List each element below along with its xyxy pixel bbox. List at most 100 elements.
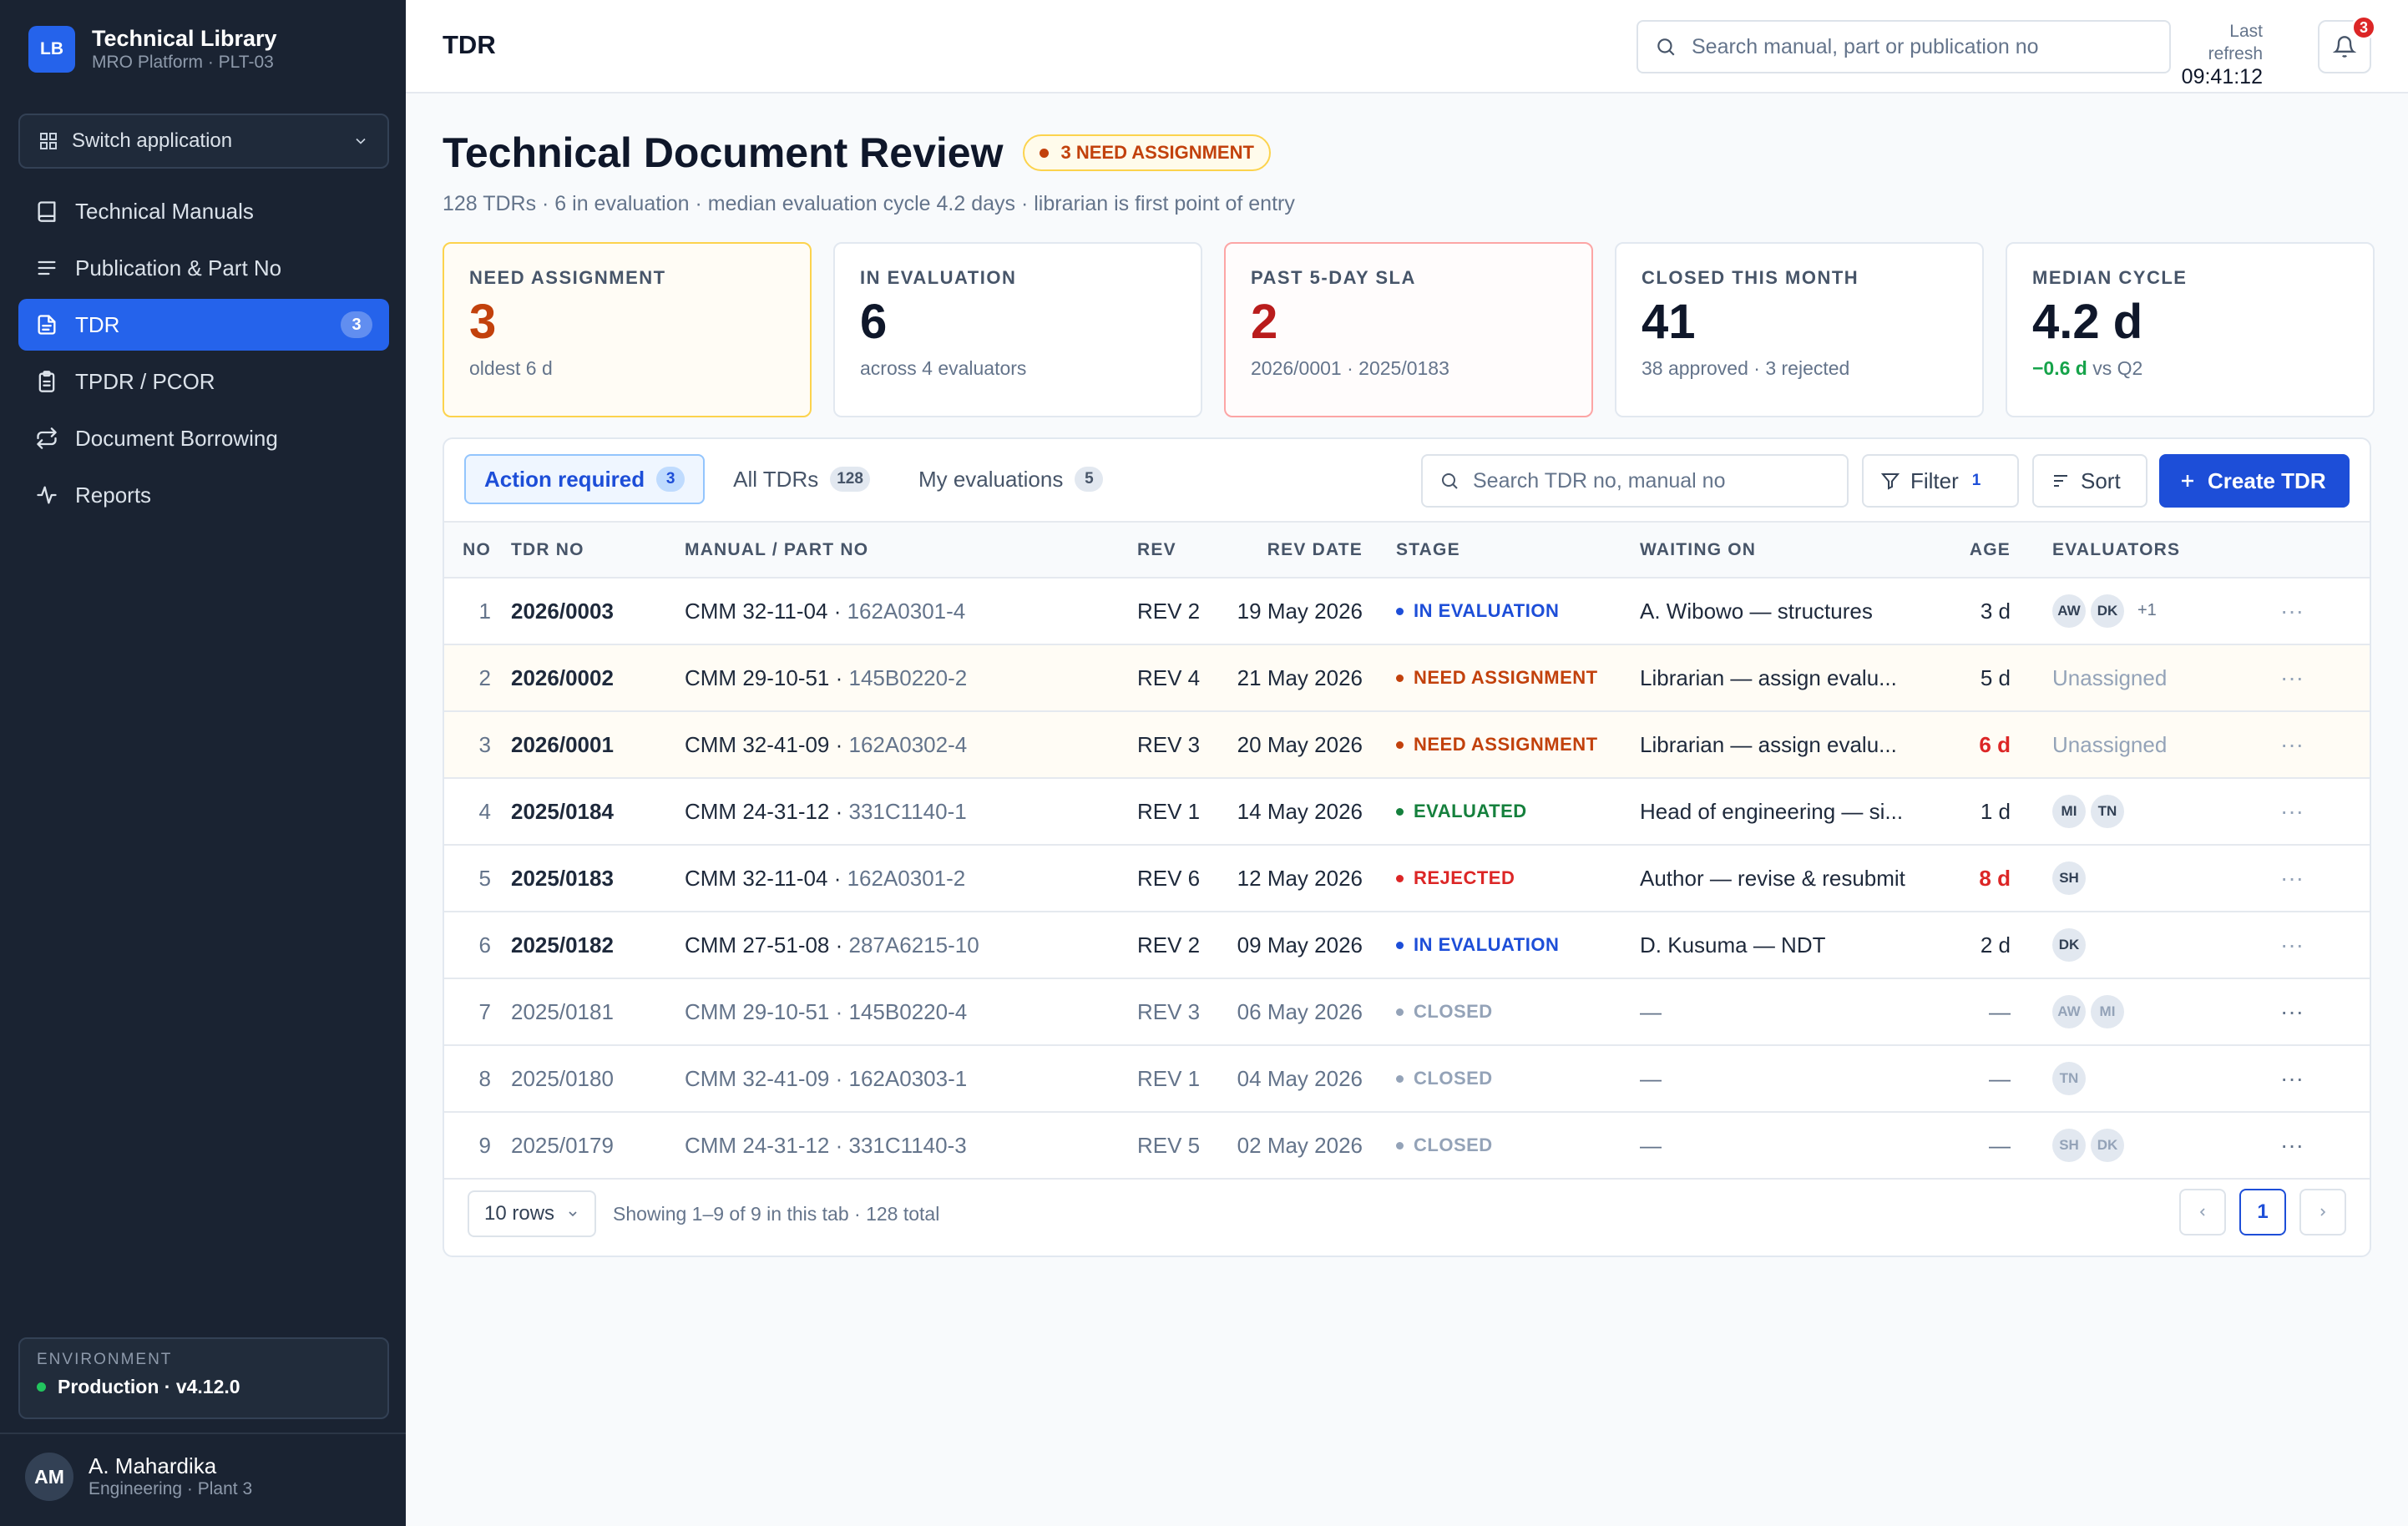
status-dot <box>1396 607 1404 615</box>
manual-number: CMM 32-11-04 <box>685 598 828 624</box>
sidebar-nav: Technical Manuals Publication & Part No TD… <box>18 185 389 526</box>
evaluator-avatar[interactable]: TN <box>2052 1062 2086 1095</box>
waiting-on: Head of engineering — si... <box>1640 798 1904 824</box>
row-actions-button[interactable]: ··· <box>2214 711 2370 778</box>
row-actions-button[interactable]: ··· <box>2214 912 2370 978</box>
evaluators-cell: MI TN <box>2022 778 2214 845</box>
evaluator-avatar[interactable]: MI <box>2052 795 2086 828</box>
sidebar-item-tdr[interactable]: TDR 3 <box>18 299 389 351</box>
sidebar-item-reports[interactable]: Reports <box>18 469 389 521</box>
tdr-number-link[interactable]: 2025/0182 <box>511 932 614 958</box>
sort-button[interactable]: Sort <box>2032 454 2147 508</box>
tdr-number-link[interactable]: 2025/0179 <box>511 1132 614 1158</box>
row-actions-button[interactable]: ··· <box>2214 644 2370 711</box>
tdr-number-link[interactable]: 2026/0003 <box>511 598 614 624</box>
evaluator-avatar[interactable]: DK <box>2091 594 2124 628</box>
evaluator-avatar[interactable]: TN <box>2091 795 2124 828</box>
stage-badge: REJECTED <box>1396 867 1640 889</box>
table-row[interactable]: 5 2025/0183 CMM 32-11-04 · 162A0301-2 REV 6… <box>444 845 2370 912</box>
kpi-card-in-evaluation[interactable]: IN EVALUATION 6 across 4 evaluators <box>833 242 1202 417</box>
table-row[interactable]: 4 2025/0184 CMM 24-31-12 · 331C1140-1 REV 1… <box>444 778 2370 845</box>
row-actions-button[interactable]: ··· <box>2214 845 2370 912</box>
table-search-input[interactable]: Search TDR no, manual no <box>1421 454 1849 508</box>
stage-label: NEED ASSIGNMENT <box>1414 667 1598 688</box>
sidebar-item-document-borrowing[interactable]: Document Borrowing <box>18 412 389 464</box>
row-actions-button[interactable]: ··· <box>2214 1045 2370 1112</box>
tdr-number-link[interactable]: 2026/0001 <box>511 731 614 757</box>
stage-label: EVALUATED <box>1414 801 1527 821</box>
chevron-right-icon <box>2320 1208 2326 1216</box>
swap-icon <box>35 427 75 450</box>
table-row[interactable]: 1 2026/0003 CMM 32-11-04 · 162A0301-4 REV 2… <box>444 578 2370 644</box>
tdr-number-link[interactable]: 2025/0183 <box>511 865 614 891</box>
sort-icon <box>2051 471 2081 491</box>
evaluator-avatar[interactable]: DK <box>2052 928 2086 962</box>
evaluator-avatar[interactable]: MI <box>2091 995 2124 1028</box>
table-row[interactable]: 2 2026/0002 CMM 29-10-51 · 145B0220-2 REV 4… <box>444 644 2370 711</box>
part-number: 162A0301-4 <box>847 598 966 624</box>
kpi-card-closed-this-month[interactable]: CLOSED THIS MONTH 41 38 approved · 3 rejec… <box>1615 242 1984 417</box>
column-header-waiting-on[interactable]: WAITING ON <box>1640 523 1940 579</box>
kpi-card-need-assignment[interactable]: NEED ASSIGNMENT 3 oldest 6 d <box>443 242 812 417</box>
tdr-number-link[interactable]: 2025/0184 <box>511 798 614 824</box>
previous-page-button[interactable] <box>2179 1189 2226 1235</box>
column-header-no[interactable]: NO <box>444 523 503 579</box>
filter-button-label: Filter <box>1910 467 1959 493</box>
sidebar-item-tpdr-pcor[interactable]: TPDR / PCOR <box>18 356 389 407</box>
tab-action-required[interactable]: Action required 3 <box>464 454 706 504</box>
column-header-stage[interactable]: STAGE <box>1396 523 1640 579</box>
evaluator-avatar[interactable]: SH <box>2052 862 2086 895</box>
need-assignment-pill[interactable]: 3 NEED ASSIGNMENT <box>1023 134 1271 171</box>
waiting-on: Librarian — assign evalu... <box>1640 664 1897 690</box>
evaluator-avatar[interactable]: DK <box>2091 1129 2124 1162</box>
rows-per-page-select[interactable]: 10 rows <box>468 1190 597 1237</box>
table-row[interactable]: 8 2025/0180 CMM 32-41-09 · 162A0303-1 REV 1… <box>444 1045 2370 1112</box>
main-content: Technical Document Review 3 NEED ASSIGNM… <box>443 125 2375 1257</box>
list-icon <box>35 256 75 280</box>
table-row[interactable]: 6 2025/0182 CMM 27-51-08 · 287A6215-10 REV … <box>444 912 2370 978</box>
switch-application-dropdown[interactable]: Switch application <box>18 114 389 169</box>
brand[interactable]: LB Technical Library MRO Platform · PLT-… <box>28 25 277 73</box>
evaluator-avatar[interactable]: SH <box>2052 1129 2086 1162</box>
row-actions-button[interactable]: ··· <box>2214 578 2370 644</box>
evaluators-cell: AW DK +1 <box>2022 578 2214 644</box>
column-header-age[interactable]: AGE <box>1940 523 2022 579</box>
sort-button-label: Sort <box>2081 467 2121 493</box>
column-header-rev-date[interactable]: REV DATE <box>1214 523 1396 579</box>
sidebar-item-label: TDR <box>75 311 120 337</box>
next-page-button[interactable] <box>2299 1189 2346 1235</box>
column-header-rev[interactable]: REV <box>1137 523 1214 579</box>
tab-all-tdrs[interactable]: All TDRs 128 <box>713 454 890 504</box>
sidebar-item-technical-manuals[interactable]: Technical Manuals <box>18 185 389 237</box>
column-header-tdr-no[interactable]: TDR NO <box>503 523 676 579</box>
evaluator-avatar[interactable]: AW <box>2052 594 2086 628</box>
tdr-number-link[interactable]: 2026/0002 <box>511 664 614 690</box>
tdr-number-link[interactable]: 2025/0180 <box>511 1065 614 1091</box>
tdr-number-link[interactable]: 2025/0181 <box>511 998 614 1024</box>
revision-date: 14 May 2026 <box>1237 798 1363 824</box>
kpi-subtext-label: 38 approved · 3 rejected <box>1642 357 1850 379</box>
stage-label: IN EVALUATION <box>1414 600 1560 621</box>
more-evaluators-count[interactable]: +1 <box>2137 601 2157 619</box>
kpi-card-median-cycle[interactable]: MEDIAN CYCLE 4.2 d −0.6 d vs Q2 <box>2006 242 2375 417</box>
row-actions-button[interactable]: ··· <box>2214 978 2370 1045</box>
stage-badge: CLOSED <box>1396 1134 1640 1156</box>
notifications-button[interactable]: 3 <box>2318 15 2376 73</box>
tab-my-evaluations[interactable]: My evaluations 5 <box>898 454 1123 504</box>
create-tdr-button[interactable]: Create TDR <box>2159 454 2350 508</box>
page-button-current[interactable]: 1 <box>2239 1189 2286 1235</box>
filter-button[interactable]: Filter 1 <box>1862 454 2019 508</box>
column-header-evaluators[interactable]: EVALUATORS <box>2022 523 2214 579</box>
row-actions-button[interactable]: ··· <box>2214 1112 2370 1179</box>
stage-badge: IN EVALUATION <box>1396 600 1640 622</box>
row-actions-button[interactable]: ··· <box>2214 778 2370 845</box>
table-row[interactable]: 7 2025/0181 CMM 29-10-51 · 145B0220-4 REV 3… <box>444 978 2370 1045</box>
evaluator-avatar[interactable]: AW <box>2052 995 2086 1028</box>
sidebar-item-publication-part-no[interactable]: Publication & Part No <box>18 242 389 294</box>
global-search-input[interactable]: Search manual, part or publication no <box>1637 20 2171 73</box>
column-header-manual-part[interactable]: MANUAL / PART NO <box>676 523 1137 579</box>
table-row[interactable]: 3 2026/0001 CMM 32-41-09 · 162A0302-4 REV 3… <box>444 711 2370 778</box>
table-row[interactable]: 9 2025/0179 CMM 24-31-12 · 331C1140-3 REV 5… <box>444 1112 2370 1179</box>
kpi-card-past-5-day-sla[interactable]: PAST 5-DAY SLA 2 2026/0001 · 2025/0183 <box>1224 242 1593 417</box>
user-profile[interactable]: AM A. Mahardika Engineering · Plant 3 <box>25 1453 252 1501</box>
